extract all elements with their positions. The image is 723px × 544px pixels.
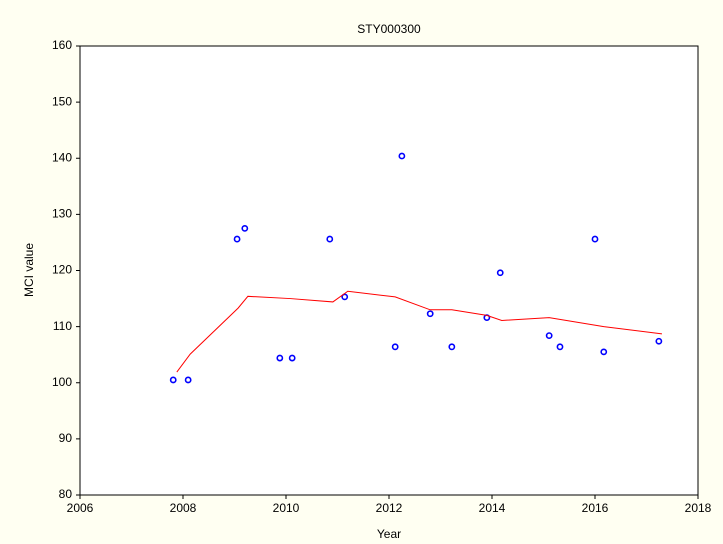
y-tick-label: 130 (52, 207, 72, 221)
data-point (241, 225, 249, 232)
y-tick-label: 150 (52, 94, 72, 108)
y-tick-label: 140 (52, 150, 72, 164)
data-point (184, 376, 192, 384)
data-point (426, 310, 434, 318)
chart-title: STY000300 (357, 22, 421, 36)
data-point (288, 354, 296, 362)
y-tick-label: 120 (52, 263, 72, 277)
data-point (545, 332, 553, 340)
data-point (341, 293, 349, 301)
data-point (655, 337, 663, 345)
y-axis-label: MCI value (22, 243, 36, 297)
data-point (276, 354, 284, 362)
y-tick-label: 160 (52, 38, 72, 52)
data-point (496, 269, 504, 277)
x-axis-label: Year (377, 527, 401, 541)
x-tick-label: 2012 (376, 501, 403, 515)
data-point (169, 376, 177, 384)
data-point (600, 348, 608, 356)
x-tick-label: 2018 (685, 501, 712, 515)
x-tick-label: 2016 (582, 501, 609, 515)
y-tick-label: 100 (52, 375, 72, 389)
trend-line (176, 290, 663, 373)
x-tick-label: 2008 (170, 501, 197, 515)
data-point (448, 343, 456, 351)
y-tick-label: 90 (59, 431, 73, 445)
data-point (391, 343, 399, 351)
x-tick-label: 2010 (273, 501, 300, 515)
data-point (233, 235, 241, 243)
y-tick-label: 110 (53, 319, 72, 333)
plot-area (79, 45, 699, 496)
data-point (398, 152, 406, 160)
y-tick-label: 80 (59, 487, 73, 501)
data-point (591, 235, 599, 243)
data-point (556, 343, 564, 351)
x-tick-label: 2014 (479, 501, 506, 515)
x-tick-label: 2006 (67, 501, 94, 515)
data-point (326, 235, 334, 243)
